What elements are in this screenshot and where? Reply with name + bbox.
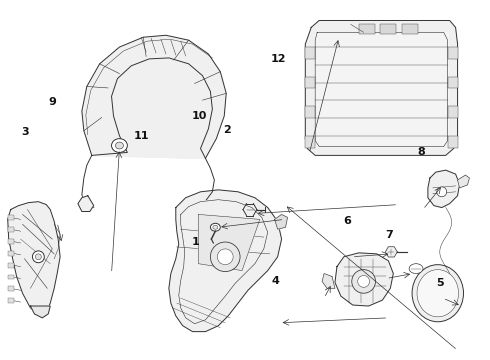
Polygon shape [335,253,393,306]
Ellipse shape [112,139,127,152]
Bar [8,239,14,244]
Polygon shape [305,21,458,156]
Polygon shape [82,35,226,158]
Bar [8,275,14,279]
Bar [305,47,315,59]
Circle shape [210,242,240,271]
Text: 9: 9 [48,97,56,107]
Polygon shape [428,170,460,208]
Bar [8,286,14,291]
Ellipse shape [116,142,123,149]
Bar [8,298,14,303]
Bar [8,263,14,267]
Ellipse shape [412,265,464,322]
Text: 11: 11 [134,131,149,141]
Circle shape [358,275,369,287]
Text: 8: 8 [417,147,425,157]
Text: 5: 5 [437,278,444,288]
Polygon shape [198,215,260,271]
Polygon shape [30,306,50,318]
Polygon shape [322,274,335,288]
Bar [8,227,14,232]
Text: 3: 3 [22,127,29,137]
Bar [448,77,458,89]
Text: 7: 7 [386,230,393,240]
Ellipse shape [417,270,459,317]
Circle shape [218,249,233,265]
Polygon shape [315,32,448,147]
Ellipse shape [409,264,423,274]
Text: 10: 10 [192,111,207,121]
Polygon shape [8,202,60,316]
Bar [448,47,458,59]
Circle shape [32,251,44,263]
Polygon shape [78,196,94,212]
Bar [402,24,418,34]
Bar [8,251,14,256]
Bar [305,106,315,118]
Bar [380,24,396,34]
Text: 12: 12 [270,54,286,64]
Text: 2: 2 [223,125,231,135]
Bar [448,136,458,148]
Text: 4: 4 [271,276,279,286]
Bar [359,24,374,34]
Text: 6: 6 [343,216,352,226]
Polygon shape [386,247,397,257]
Circle shape [352,270,375,293]
Ellipse shape [213,225,218,229]
Polygon shape [275,215,288,229]
Ellipse shape [210,223,221,231]
Bar [305,77,315,89]
Text: 1: 1 [192,237,199,247]
Bar [8,215,14,220]
Polygon shape [458,175,469,188]
Circle shape [35,254,41,260]
Circle shape [437,187,447,197]
Bar [305,136,315,148]
Bar [448,106,458,118]
Polygon shape [169,190,282,332]
